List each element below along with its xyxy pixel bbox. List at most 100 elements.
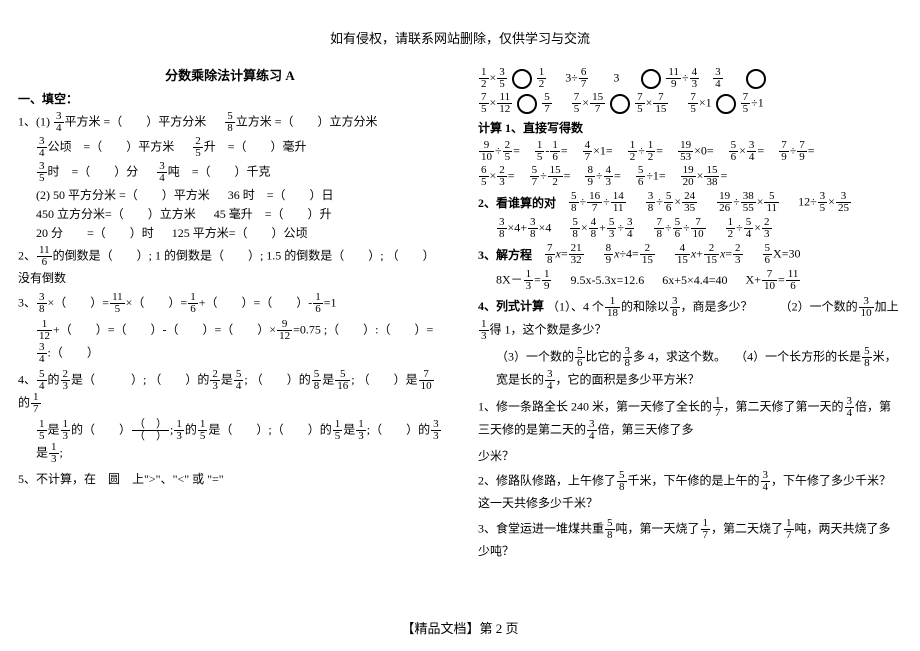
w1d: 倍，第三天修了多 (598, 422, 694, 436)
q4-line1: 4、54的23是（ ）; （ ）的23是54; （ ）的58是516; （ ）是… (18, 369, 442, 415)
eq2: 9.5x-5.3x=12.6 (570, 273, 644, 288)
section-1-head: 一、填空： (18, 90, 442, 107)
eq4b: = (778, 272, 785, 286)
q3l2b: =0.75 ;（ ）:（ ）= (293, 323, 433, 337)
q4-2a: （2）一个数的 (780, 299, 858, 313)
q4-3a: （3）一个数的 (496, 349, 574, 363)
cum-blank: 立方米 =（ ）立方分米 (236, 114, 378, 128)
q4l2h: 是 (36, 446, 48, 460)
q4-1c: ，商是多少？ (681, 299, 753, 313)
q4h: 的 (18, 396, 30, 410)
q4l2b: 的 (71, 423, 83, 437)
q3b: ×（ ）= (48, 296, 110, 310)
q1-1-row3: 35时 =（ ）分 34吨 =（ ）千克 (18, 161, 442, 184)
word2: 2、修路队修路，上午修了58千米，下午修的是上午的34，下午修了多少千米？这一天… (478, 470, 902, 513)
q4l2d: 的 (185, 423, 197, 437)
q4-1b: 的和除以 (621, 299, 669, 313)
q4-2c: 得 1，这个数是多少？ (490, 322, 607, 336)
calc2-head: 2、看谁算的对 (478, 194, 556, 211)
q1-2c: 450 立方分米=（ ）立方米 (36, 205, 196, 222)
q4l2f: 是 (343, 423, 355, 437)
w2a: 2、修路队修路，上午修了 (478, 474, 616, 488)
q4f: 是 (322, 373, 334, 387)
q4-1a: （1）、4 个 (547, 299, 604, 313)
worksheet-title: 分数乘除法计算练习 A (18, 65, 442, 84)
q4l2c: ; (170, 423, 173, 437)
q4-line2: 15是13的（ ）（ ）（ ）;13的15是（ ）;（ ）的15是13;（ ）的… (18, 419, 442, 465)
compare-circle (512, 69, 532, 89)
q1-label: 1、(1) (18, 114, 50, 128)
q1-2b: 36 时 =（ ）日 (228, 186, 334, 203)
q4c: 是（ ）; （ ）的 (71, 373, 209, 387)
eq1b: = (534, 272, 541, 286)
t-blank: 吨 =（ ）千克 (168, 164, 271, 178)
calc1-row2: 65×23= 57÷152= 89÷43= 56÷1= 1920×1538= (478, 165, 902, 188)
right-column: 12×3512 3÷67 3 119÷43 34 75×111257 75×15… (460, 65, 920, 565)
w1b: ，第二天修了第一天的 (724, 399, 844, 413)
q1-2e: 20 分 =（ ）时 (36, 224, 154, 241)
content-columns: 分数乘除法计算练习 A 一、填空： 1、(1) 34平方米 =（ ）平方分米 5… (0, 65, 920, 565)
q1-2f: 125 平方米=（ ）公顷 (172, 224, 308, 241)
compare-circle (517, 94, 537, 114)
q4l2i: ; (60, 446, 63, 460)
w1a: 1、修一条路全长 240 米，第一天修了全长的 (478, 399, 712, 413)
q3-line1: 3、38×（ ）=115×（ ）=16+（ ）=（ ）-16=1 (18, 292, 442, 315)
q2: 2、116的倒数是（ ）; 1 的倒数是（ ）; 1.5 的倒数是（ ）; （ … (18, 245, 442, 288)
q4b: 的 (48, 373, 60, 387)
q4-2b: 加上 (875, 299, 899, 313)
calc3-row2: 8X－13=19 9.5x-5.3x=12.6 6x+5×4.4=40 X+71… (478, 269, 902, 292)
q4-3c: 多 4，求这个数。 (633, 349, 720, 363)
compare-circle (716, 94, 736, 114)
calc2-head-row: 2、看谁算的对 58÷167÷1411 38÷56×2435 1926÷3855… (478, 190, 902, 215)
w3a: 3、食堂运进一堆煤共重 (478, 521, 604, 535)
w2b: 千米，下午修的是上午的 (628, 474, 760, 488)
q4-3b: 比它的 (586, 349, 622, 363)
q4-list: 4、列式计算 （1）、4 个118的和除以38，商是多少？ （2）一个数的310… (478, 296, 902, 342)
q3d: +（ ）=（ ）- (199, 296, 313, 310)
page-footer: 【精品文档】第 2 页 (0, 618, 920, 637)
word1b-line: 少米？ (478, 446, 902, 466)
q1-2-row2: 450 立方分米=（ ）立方米 45 毫升 =（ ）升 (18, 205, 442, 222)
calc3-head-row: 3、解方程 78x=2132 89x÷4=215 415x+215x=23 56… (478, 242, 902, 267)
calc1-row1: 910÷25= 15-16= 47×1= 12÷12= 1953×0= 56×3… (478, 140, 902, 163)
word1: 1、修一条路全长 240 米，第一天修了全长的17，第二天修了第一天的34倍，第… (478, 396, 902, 442)
w3b: 吨，第一天烧了 (616, 521, 700, 535)
w3c: ，第二天烧了 (711, 521, 783, 535)
x30: X=30 (773, 246, 800, 260)
calc3-head: 3、解方程 (478, 246, 532, 263)
page-header: 如有侵权，请联系网站删除，仅供学习与交流 (0, 0, 920, 47)
ha-blank: 公顷 =（ ）平方米 (48, 139, 175, 153)
q1-2a: (2) 50 平方分米 =（ ）平方米 (36, 186, 210, 203)
q4-4a: （4）一个长方形的长是 (735, 349, 861, 363)
q4-4c: ，它的面积是多少平方米？ (556, 372, 700, 386)
q4g: ; （ ）是 (351, 373, 417, 387)
q3l2a: +（ ）=（ ）-（ ）=（ ）× (53, 323, 276, 337)
q4-list2: （3）一个数的56比它的38多 4，求这个数。 （4）一个长方形的长是58米，宽… (478, 346, 902, 392)
q1-2-row3: 20 分 =（ ）时 125 平方米=（ ）公顷 (18, 224, 442, 241)
q4d: 是 (221, 373, 233, 387)
compare-circle (641, 69, 661, 89)
q4l2a: 是 (48, 423, 60, 437)
q4e: ; （ ）的 (244, 373, 310, 387)
compare-row2: 75×111257 75×15775×715 75×175÷1 (478, 92, 902, 115)
h-blank: 时 =（ ）分 (48, 164, 139, 178)
q1-2d: 45 毫升 =（ ）升 (214, 205, 332, 222)
q4l2g: ;（ ）的 (367, 423, 430, 437)
q1-1-row1: 1、(1) 34平方米 =（ ）平方分米 58立方米 =（ ）立方分米 (18, 111, 442, 134)
compare-circle (746, 69, 766, 89)
calc2-row2: 38×4+38×4 58×48+53÷34 78÷56÷710 12÷54×23 (478, 217, 902, 240)
q1-2-row1: (2) 50 平方分米 =（ ）平方米 36 时 =（ ）日 (18, 186, 442, 203)
q3-label: 3、 (18, 296, 36, 310)
q4l2e: 是（ ）;（ ）的 (208, 423, 331, 437)
q2-label: 2、 (18, 248, 36, 262)
q3l2c: :（ ） (48, 346, 99, 360)
eq4: X+ (746, 272, 761, 286)
sqm-blank: 平方米 =（ ）平方分米 (65, 114, 207, 128)
compare-circle (610, 94, 630, 114)
word3: 3、食堂运进一堆煤共重58吨，第一天烧了17，第二天烧了17吨，两天共烧了多少吨… (478, 518, 902, 561)
eq3: 6x+5×4.4=40 (662, 273, 727, 288)
q2-text: 的倒数是（ ）; 1 的倒数是（ ）; 1.5 的倒数是（ ）; （ ）没有倒数 (18, 248, 435, 285)
l-blank: 升 =（ ）毫升 (204, 139, 307, 153)
left-column: 分数乘除法计算练习 A 一、填空： 1、(1) 34平方米 =（ ）平方分米 5… (0, 65, 460, 565)
compare-row1: 12×3512 3÷67 3 119÷43 34 (478, 67, 902, 90)
